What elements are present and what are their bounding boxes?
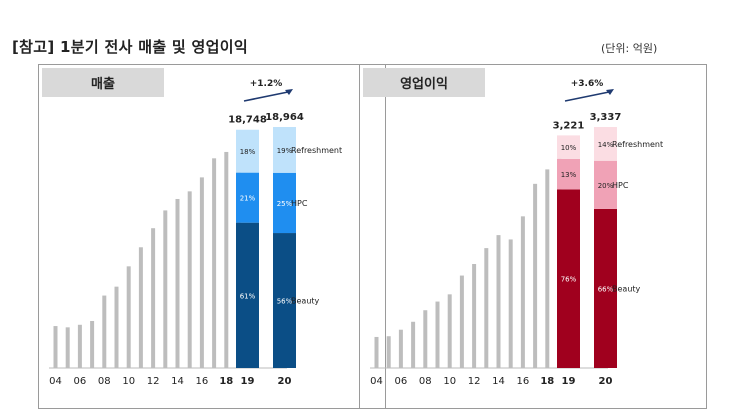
stacked-bar-hpc — [557, 158, 580, 190]
stacked-bar-beauty — [236, 222, 259, 368]
stacked-bar-beauty — [557, 189, 580, 368]
op-profit-chart: 76% 13% 10% 3,221 66% 20% 14% 3,337 Beauty HPC Ref… — [370, 79, 663, 387]
total-data-label: 18,748 — [228, 115, 267, 126]
revenue-chart: 61% 21% 18% 18,748 56% 25% 19% 18,964 Beauty HPC R… — [49, 79, 342, 387]
op-profit-chart-panel: 76% 13% 10% 3,221 66% 20% 14% 3,337 Beauty HPC Ref… — [359, 64, 707, 409]
history-bar — [53, 326, 58, 368]
x-tick-label: 14 — [171, 376, 184, 387]
history-bar — [447, 294, 452, 368]
stacked-bar-refreshment — [273, 127, 296, 173]
history-bar — [472, 264, 477, 368]
share-data-label: 19% — [277, 147, 293, 155]
stacked-bar-hpc — [594, 160, 617, 209]
x-tick-label: 16 — [517, 376, 530, 387]
history-bar — [151, 228, 156, 368]
page-title: [참고] 1분기 전사 매출 및 영업이익 — [12, 38, 248, 56]
stacked-bar-refreshment — [594, 127, 617, 161]
legend-label-hpc: HPC — [612, 181, 629, 190]
x-tick-label: 16 — [196, 376, 209, 387]
x-tick-label: 19 — [241, 376, 255, 387]
growth-arrow — [243, 91, 289, 102]
share-data-label: 14% — [598, 141, 614, 149]
x-tick-label: 06 — [74, 376, 87, 387]
x-tick-label: 04 — [370, 376, 383, 387]
history-bar — [484, 248, 489, 368]
history-bar — [199, 177, 204, 368]
growth-arrow-head — [285, 89, 293, 95]
unit-label: (단위: 억원) — [601, 42, 658, 55]
history-bar — [496, 235, 501, 368]
history-bar — [102, 295, 107, 368]
history-bar — [508, 239, 513, 368]
legend-label-refreshment: Refreshment — [291, 146, 342, 155]
growth-label: +3.6% — [571, 79, 604, 89]
revenue-chart-title: 매출 — [42, 68, 164, 97]
legend-label-beauty: Beauty — [291, 297, 320, 306]
stacked-bar-beauty — [273, 233, 296, 368]
history-bar — [386, 336, 391, 368]
history-bar — [77, 324, 82, 368]
history-bar — [423, 310, 428, 368]
history-bar — [545, 169, 550, 368]
x-tick-label: 18 — [219, 376, 233, 387]
x-tick-label: 10 — [122, 376, 135, 387]
x-tick-label: 20 — [599, 376, 613, 387]
x-tick-label: 12 — [147, 376, 160, 387]
history-bar — [126, 266, 131, 368]
stacked-bar-refreshment — [557, 135, 580, 159]
history-bar — [374, 336, 379, 368]
history-bar — [459, 275, 464, 368]
revenue-chart-panel: 61% 21% 18% 18,748 56% 25% 19% 18,964 Beauty HPC R… — [38, 64, 386, 409]
history-bar — [520, 216, 525, 368]
x-tick-label: 18 — [540, 376, 554, 387]
growth-arrow-head — [606, 89, 614, 95]
total-data-label: 18,964 — [265, 112, 304, 123]
history-bar — [411, 321, 416, 368]
legend-label-hpc: HPC — [291, 199, 308, 208]
op-profit-chart-title: 영업이익 — [363, 68, 485, 97]
x-tick-label: 06 — [395, 376, 408, 387]
legend-label-beauty: Beauty — [612, 284, 641, 293]
history-bar — [533, 183, 538, 368]
total-data-label: 3,337 — [590, 112, 622, 123]
history-bar — [138, 247, 143, 368]
share-data-label: 20% — [598, 182, 614, 190]
x-tick-label: 10 — [443, 376, 456, 387]
stacked-bar-refreshment — [236, 129, 259, 173]
stacked-bar-hpc — [273, 172, 296, 234]
legend-label-refreshment: Refreshment — [612, 140, 663, 149]
share-data-label: 25% — [277, 200, 293, 208]
history-bar — [65, 327, 70, 368]
stacked-bar-beauty — [594, 208, 617, 368]
share-data-label: 13% — [561, 171, 577, 179]
history-bar — [187, 191, 192, 368]
x-tick-label: 14 — [492, 376, 505, 387]
x-tick-label: 04 — [49, 376, 62, 387]
x-tick-label: 20 — [278, 376, 292, 387]
history-bar — [435, 301, 440, 368]
share-data-label: 61% — [240, 292, 256, 300]
stacked-bar-hpc — [236, 172, 259, 223]
history-bar — [398, 329, 403, 368]
history-bar — [114, 286, 119, 368]
growth-label: +1.2% — [250, 79, 283, 89]
total-data-label: 3,221 — [553, 120, 585, 131]
x-tick-label: 12 — [468, 376, 481, 387]
share-data-label: 18% — [240, 148, 256, 156]
history-bar — [90, 320, 95, 368]
share-data-label: 66% — [598, 285, 614, 293]
share-data-label: 76% — [561, 276, 577, 284]
x-tick-label: 08 — [98, 376, 111, 387]
x-tick-label: 08 — [419, 376, 432, 387]
share-data-label: 21% — [240, 195, 256, 203]
x-tick-label: 19 — [562, 376, 576, 387]
share-data-label: 56% — [277, 298, 293, 306]
share-data-label: 10% — [561, 144, 577, 152]
history-bar — [175, 198, 180, 368]
history-bar — [163, 210, 168, 368]
history-bar — [224, 151, 229, 368]
growth-arrow — [564, 91, 610, 102]
history-bar — [212, 158, 217, 368]
